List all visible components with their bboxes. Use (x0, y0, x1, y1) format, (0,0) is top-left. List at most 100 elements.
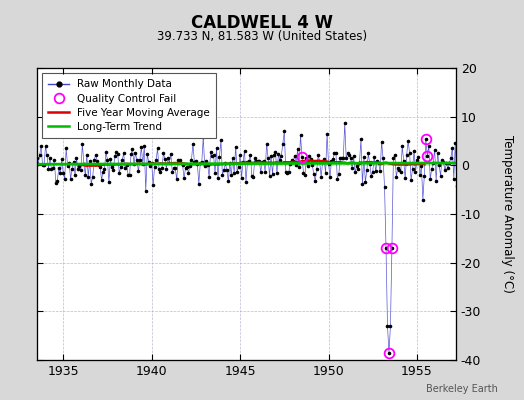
Point (350, 153, 358, 160)
Point (410, 147, 418, 154)
Point (301, 172, 309, 178)
Point (453, 183, 461, 190)
Point (52, 180, 60, 186)
Point (265, 173, 274, 179)
Point (202, 158, 210, 164)
Point (181, 165, 190, 171)
Point (361, 179, 369, 185)
Point (307, 156, 315, 162)
Point (224, 178, 233, 184)
Point (258, 159, 266, 165)
Point (336, 155, 344, 161)
Point (78, 140, 86, 147)
Point (394, 165, 402, 171)
Point (419, 196, 427, 203)
Point (85, 158, 94, 164)
Point (149, 182, 157, 188)
Point (289, 158, 297, 164)
Point (311, 178, 320, 184)
Point (196, 160, 204, 166)
Point (398, 143, 407, 150)
Point (326, 174, 334, 180)
Point (40, 162, 48, 168)
Point (198, 159, 206, 166)
Point (83, 152, 91, 158)
Point (426, 176, 434, 182)
Point (146, 163, 155, 170)
Point (165, 160, 173, 166)
Point (377, 138, 386, 145)
Point (205, 174, 213, 180)
Point (255, 158, 264, 164)
Point (268, 171, 277, 177)
Point (271, 148, 280, 155)
Point (386, 323, 395, 329)
Point (297, 132, 305, 138)
Point (337, 155, 346, 161)
Point (433, 150, 442, 156)
Point (391, 151, 399, 158)
Point (250, 154, 259, 161)
Point (335, 170, 343, 177)
Point (302, 155, 311, 162)
Point (183, 164, 191, 171)
Point (432, 178, 440, 184)
Point (152, 157, 160, 164)
Point (220, 167, 228, 174)
Point (348, 165, 356, 171)
Point (273, 170, 281, 176)
Point (435, 162, 443, 168)
Point (131, 150, 139, 156)
Point (276, 157, 284, 164)
Point (423, 152, 431, 159)
Point (58, 156, 66, 162)
Point (283, 170, 291, 176)
Point (281, 168, 290, 175)
Point (455, 155, 464, 162)
Point (63, 163, 72, 170)
Point (319, 158, 327, 165)
Point (451, 139, 460, 146)
Point (143, 151, 151, 157)
Point (206, 149, 215, 155)
Point (201, 163, 209, 169)
Point (402, 152, 411, 158)
Point (324, 161, 333, 167)
Point (463, 168, 471, 174)
Point (96, 164, 104, 170)
Point (341, 120, 349, 126)
Point (167, 150, 175, 157)
Point (450, 175, 458, 182)
Point (102, 149, 110, 156)
Point (406, 150, 414, 156)
Point (308, 162, 316, 169)
Point (100, 166, 108, 172)
Point (172, 176, 181, 183)
Point (441, 167, 449, 174)
Point (156, 169, 165, 175)
Point (50, 157, 59, 164)
Point (38, 162, 47, 168)
Point (299, 170, 308, 176)
Point (411, 169, 420, 175)
Point (422, 135, 430, 142)
Point (107, 164, 116, 170)
Point (208, 153, 216, 159)
Point (109, 167, 117, 173)
Point (221, 160, 230, 166)
Legend: Raw Monthly Data, Quality Control Fail, Five Year Moving Average, Long-Term Tren: Raw Monthly Data, Quality Control Fail, … (42, 73, 216, 138)
Point (174, 157, 182, 164)
Point (71, 172, 79, 178)
Point (119, 150, 128, 156)
Point (56, 170, 64, 176)
Point (399, 158, 408, 164)
Point (228, 155, 237, 162)
Point (105, 178, 113, 185)
Point (388, 245, 396, 251)
Point (168, 168, 177, 175)
Point (329, 156, 337, 162)
Point (401, 175, 409, 182)
Point (233, 168, 242, 175)
Point (232, 143, 240, 150)
Point (429, 160, 438, 166)
